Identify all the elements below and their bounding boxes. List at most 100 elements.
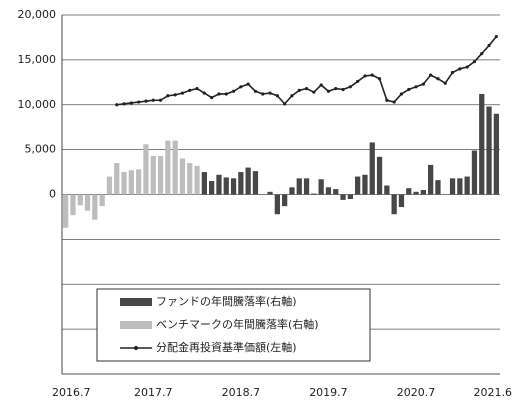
line-point: [275, 94, 279, 98]
legend-label: ベンチマークの年間騰落率(右軸): [156, 317, 319, 331]
line-point: [290, 94, 294, 98]
line-point: [363, 74, 367, 78]
y-tick-label: 20,000: [18, 8, 57, 21]
line-point: [115, 103, 119, 107]
line-point: [129, 101, 133, 105]
line-point: [158, 98, 163, 102]
bar: [230, 178, 237, 195]
bar: [84, 194, 91, 211]
line-point: [487, 43, 491, 48]
line-point: [472, 60, 477, 64]
bar: [303, 178, 310, 195]
bar: [63, 194, 69, 228]
bar: [391, 194, 397, 215]
y-tick-label: 10,000: [18, 98, 57, 111]
line-point: [385, 98, 389, 102]
bar: [325, 187, 332, 195]
bar: [238, 172, 244, 195]
line-point: [450, 70, 455, 75]
line-point: [202, 91, 206, 95]
x-tick-label: 2021.6: [474, 386, 513, 399]
bar: [99, 194, 105, 207]
bar: [252, 171, 259, 195]
line-point: [231, 89, 236, 93]
y-tick-label: 0: [49, 188, 56, 201]
line-point: [217, 92, 221, 96]
bar: [216, 174, 222, 195]
bar: [493, 113, 499, 195]
x-tick-label: 2016.7: [52, 386, 91, 399]
bar: [435, 180, 441, 195]
line-point: [268, 91, 272, 95]
bar: [369, 142, 375, 195]
bar: [150, 155, 156, 195]
bar: [428, 164, 434, 195]
bar: [157, 155, 164, 195]
bar: [398, 194, 405, 208]
bar: [464, 176, 470, 195]
bar: [362, 174, 368, 195]
x-tick-label: 2020.7: [397, 386, 436, 399]
legend-swatch: [120, 321, 152, 329]
bar: [333, 189, 339, 195]
line-point: [326, 89, 331, 93]
y-tick-label: 15,000: [18, 53, 57, 66]
bar: [245, 167, 251, 195]
bar: [209, 181, 215, 195]
bar: [136, 169, 142, 195]
bar: [384, 185, 390, 195]
line-point: [436, 77, 440, 81]
line-point: [261, 92, 265, 96]
bar: [347, 194, 353, 199]
bar: [106, 176, 113, 195]
legend-swatch-point: [134, 346, 138, 350]
bar: [282, 194, 288, 207]
bar: [128, 170, 134, 195]
bar: [471, 150, 478, 195]
line-point: [407, 87, 411, 92]
line-point: [458, 67, 462, 71]
bar: [77, 194, 83, 206]
line-point: [173, 93, 177, 97]
legend-label: 分配金再投資基準価額(左軸): [156, 340, 297, 354]
bar: [406, 188, 412, 195]
bar: [289, 187, 295, 195]
bar: [121, 172, 127, 195]
bar: [318, 179, 324, 195]
line-point: [370, 73, 374, 77]
line-point: [399, 92, 404, 96]
line-point: [341, 87, 345, 92]
line-point: [195, 86, 199, 91]
line-point: [414, 85, 418, 89]
bar: [165, 140, 171, 195]
line-point: [210, 95, 214, 100]
line-point: [421, 82, 425, 86]
bar: [179, 158, 186, 195]
line-point: [246, 82, 250, 86]
line-point: [151, 98, 155, 102]
bar: [355, 176, 361, 195]
line-point: [480, 51, 484, 56]
line-point: [312, 90, 316, 94]
bar: [267, 191, 273, 195]
bar: [201, 172, 207, 195]
bar: [194, 165, 200, 195]
line-point: [356, 79, 360, 84]
bar: [172, 140, 178, 195]
line-point: [224, 92, 228, 96]
line-point: [144, 99, 148, 103]
bar: [413, 191, 419, 195]
line-point: [180, 91, 185, 95]
x-tick-label: 2018.7: [222, 386, 261, 399]
line-point: [443, 81, 447, 85]
bar: [420, 190, 426, 195]
line-point: [319, 83, 323, 87]
bar: [296, 178, 302, 195]
line-point: [137, 100, 141, 104]
line-point: [392, 100, 396, 104]
line-point: [297, 88, 301, 92]
bar: [479, 93, 485, 195]
bar: [457, 178, 463, 195]
